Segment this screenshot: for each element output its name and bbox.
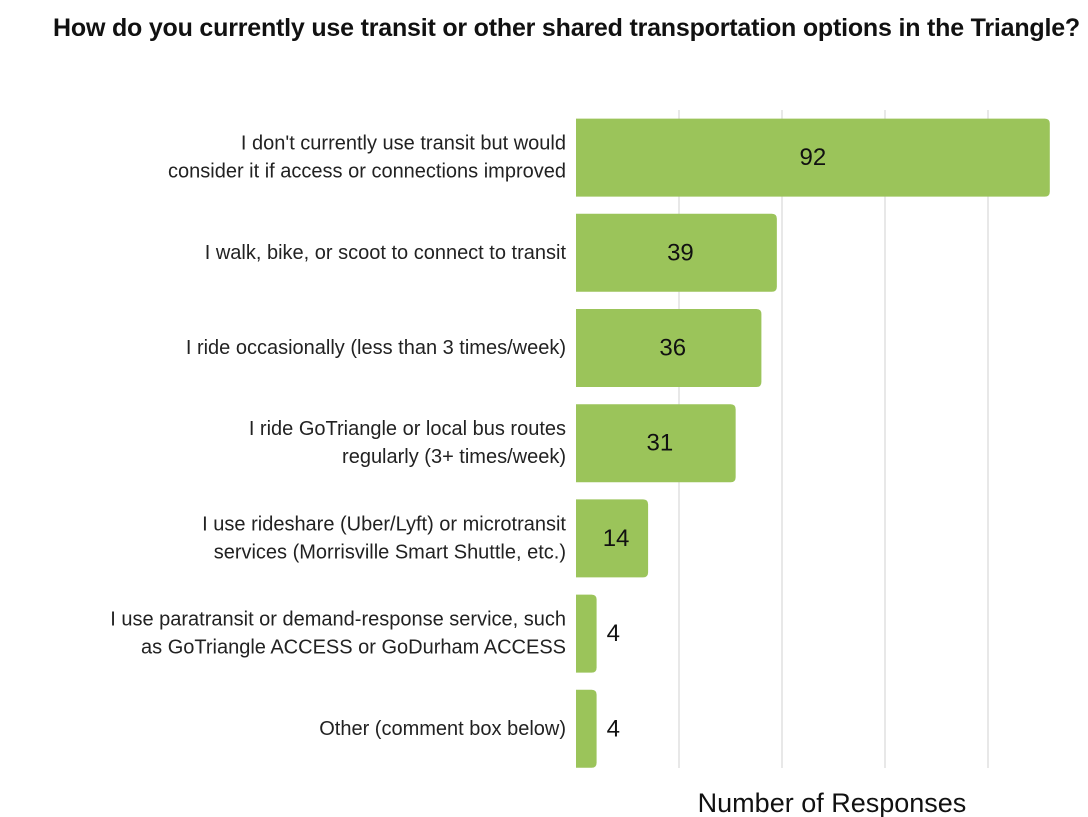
bar xyxy=(576,594,597,673)
data-label: 39 xyxy=(667,239,694,266)
data-label: 36 xyxy=(659,335,686,362)
bar xyxy=(576,213,777,292)
x-axis-title: Number of Responses xyxy=(698,788,967,817)
data-labels: 92 39 36 31 14 4 4 xyxy=(603,144,827,742)
gridlines xyxy=(678,110,989,768)
chart-title: How do you currently use transit or othe… xyxy=(53,14,1080,42)
bar xyxy=(576,499,649,578)
category-label: services (Morrisville Smart Shuttle, etc… xyxy=(214,541,566,563)
category-label: consider it if access or connections imp… xyxy=(168,161,566,183)
category-label: I ride occasionally (less than 3 times/w… xyxy=(186,337,566,359)
bar xyxy=(576,309,762,387)
data-label: 31 xyxy=(646,430,673,457)
data-label: 4 xyxy=(607,715,620,742)
bar xyxy=(576,689,597,768)
bar xyxy=(576,404,736,483)
category-label: as GoTriangle ACCESS or GoDurham ACCESS xyxy=(141,637,566,659)
category-label: I don't currently use transit but would xyxy=(241,133,566,155)
category-label: I ride GoTriangle or local bus routes xyxy=(249,418,566,440)
category-label: regularly (3+ times/week) xyxy=(342,446,566,468)
category-label: I walk, bike, or scoot to connect to tra… xyxy=(205,242,567,264)
bar xyxy=(576,118,1050,197)
category-labels: I don't currently use transit but would c… xyxy=(110,133,566,740)
category-label: Other (comment box below) xyxy=(319,718,566,740)
data-label: 14 xyxy=(603,525,630,552)
bars xyxy=(576,118,1050,768)
data-label: 4 xyxy=(607,620,620,647)
category-label: I use rideshare (Uber/Lyft) or microtran… xyxy=(202,513,566,535)
data-label: 92 xyxy=(800,144,827,171)
category-label: I use paratransit or demand-response ser… xyxy=(110,609,566,631)
